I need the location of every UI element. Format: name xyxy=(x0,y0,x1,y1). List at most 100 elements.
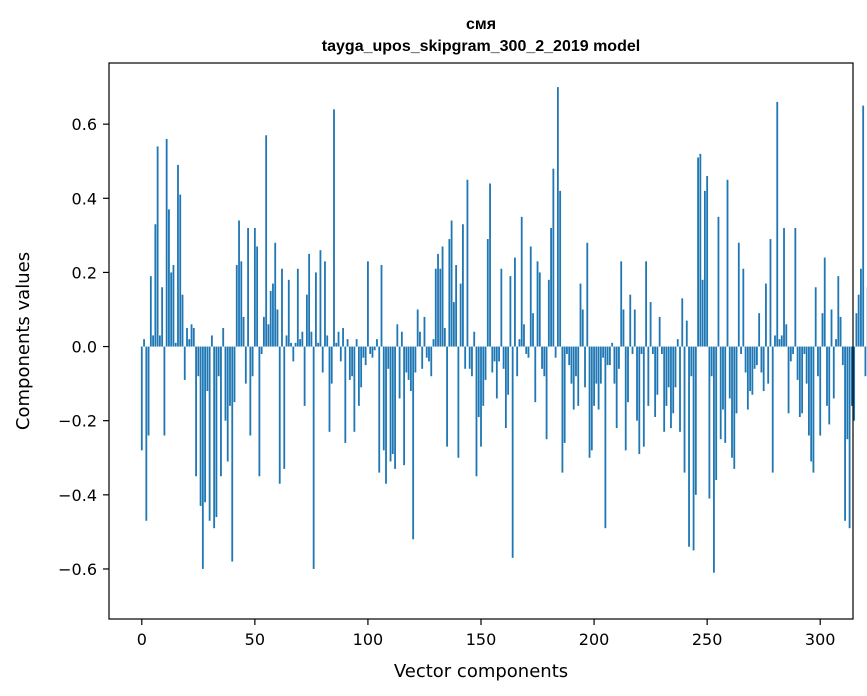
bar-component-143 xyxy=(464,346,467,369)
bar-component-116 xyxy=(403,346,406,466)
bar-component-273 xyxy=(758,313,761,347)
bar-component-15 xyxy=(174,342,177,347)
bar-component-269 xyxy=(749,346,752,392)
bar-component-19 xyxy=(183,346,186,380)
x-axis-ticks: 0 50 100 150 200 250 300 xyxy=(137,619,836,649)
bar-component-189 xyxy=(568,346,571,366)
bar-component-242 xyxy=(688,346,690,547)
bar-component-34 xyxy=(217,346,220,377)
bar-component-315 xyxy=(853,346,856,421)
bar-component-172 xyxy=(529,246,532,347)
bar-component-216 xyxy=(629,294,632,347)
bar-component-105 xyxy=(378,346,381,473)
bar-component-299 xyxy=(817,346,819,377)
bar-component-302 xyxy=(823,257,826,347)
bar-component-51 xyxy=(256,246,259,347)
bar-component-72 xyxy=(303,346,306,406)
bar-component-257 xyxy=(722,346,724,410)
bar-component-57 xyxy=(269,290,272,347)
bar-component-29 xyxy=(206,346,209,392)
bar-component-112 xyxy=(394,346,396,469)
bar-component-58 xyxy=(272,283,274,347)
bar-component-77 xyxy=(315,272,317,347)
bar-component-25 xyxy=(197,346,200,377)
bar-component-218 xyxy=(633,309,636,347)
bar-component-304 xyxy=(828,346,831,425)
bar-component-73 xyxy=(305,294,308,347)
bar-component-130 xyxy=(434,268,437,347)
bar-component-107 xyxy=(382,346,385,451)
bar-component-196 xyxy=(584,346,586,388)
bar-component-21 xyxy=(188,339,191,347)
bar-component-259 xyxy=(726,179,729,347)
bar-component-33 xyxy=(215,346,218,518)
bar-component-180 xyxy=(547,279,550,347)
bar-component-150 xyxy=(480,346,482,447)
bar-component-208 xyxy=(611,342,614,347)
bar-component-40 xyxy=(231,346,234,562)
bar-component-32 xyxy=(213,346,216,529)
bar-component-275 xyxy=(762,346,765,392)
bar-component-122 xyxy=(416,309,419,347)
bar-component-119 xyxy=(409,346,412,392)
bar-component-27 xyxy=(201,346,204,569)
bar-component-82 xyxy=(326,335,329,347)
bar-component-260 xyxy=(728,346,731,399)
bar-component-239 xyxy=(681,298,684,347)
bar-component-47 xyxy=(247,227,249,347)
bar-component-115 xyxy=(400,331,403,347)
bar-component-1 xyxy=(143,339,145,347)
bar-component-165 xyxy=(514,257,516,347)
bar-component-268 xyxy=(746,346,749,410)
bar-component-247 xyxy=(699,153,702,347)
bar-component-198 xyxy=(588,346,591,458)
bar-component-100 xyxy=(367,261,369,347)
bar-component-227 xyxy=(654,346,657,417)
bar-component-225 xyxy=(649,302,652,347)
bar-component-75 xyxy=(310,331,313,347)
bar-component-226 xyxy=(651,346,654,354)
bar-component-91 xyxy=(346,339,349,347)
bar-component-129 xyxy=(432,339,435,347)
bar-component-318 xyxy=(860,268,862,347)
bar-component-24 xyxy=(195,346,197,477)
bar-component-222 xyxy=(642,346,645,447)
bar-component-132 xyxy=(439,268,442,347)
bar-component-241 xyxy=(685,320,688,347)
bar-component-16 xyxy=(177,164,179,347)
bar-component-253 xyxy=(713,346,715,573)
bar-component-317 xyxy=(857,294,860,347)
bar-component-59 xyxy=(274,242,277,347)
bar-component-272 xyxy=(755,346,758,366)
bar-component-258 xyxy=(724,346,727,443)
bar-component-237 xyxy=(676,339,679,347)
bar-component-17 xyxy=(179,194,182,347)
bar-component-106 xyxy=(380,265,383,347)
bar-component-104 xyxy=(376,339,378,347)
bar-component-219 xyxy=(636,346,638,421)
bar-component-288 xyxy=(792,346,794,354)
bar-component-7 xyxy=(156,146,159,347)
bar-component-319 xyxy=(862,105,865,347)
bar-component-306 xyxy=(832,346,835,399)
bar-component-244 xyxy=(692,346,695,551)
bar-component-65 xyxy=(287,279,290,347)
bar-component-298 xyxy=(814,287,817,347)
x-tick-label: 300 xyxy=(805,630,836,649)
bar-component-277 xyxy=(767,346,770,384)
bar-component-233 xyxy=(667,346,670,388)
bar-component-267 xyxy=(744,346,747,373)
bar-component-179 xyxy=(545,346,548,440)
bar-component-217 xyxy=(631,346,634,354)
bar-component-147 xyxy=(473,331,476,347)
bar-component-177 xyxy=(541,346,543,369)
bar-component-184 xyxy=(556,87,559,347)
bar-component-178 xyxy=(543,346,546,377)
plot-frame xyxy=(108,62,854,620)
bar-component-141 xyxy=(459,283,462,347)
chart-subtitle: tayga_upos_skipgram_300_2_2019 model xyxy=(322,38,640,55)
x-tick-label: 50 xyxy=(245,630,265,649)
bar-component-144 xyxy=(466,179,469,347)
bar-component-287 xyxy=(789,346,792,362)
bar-component-193 xyxy=(577,346,580,406)
